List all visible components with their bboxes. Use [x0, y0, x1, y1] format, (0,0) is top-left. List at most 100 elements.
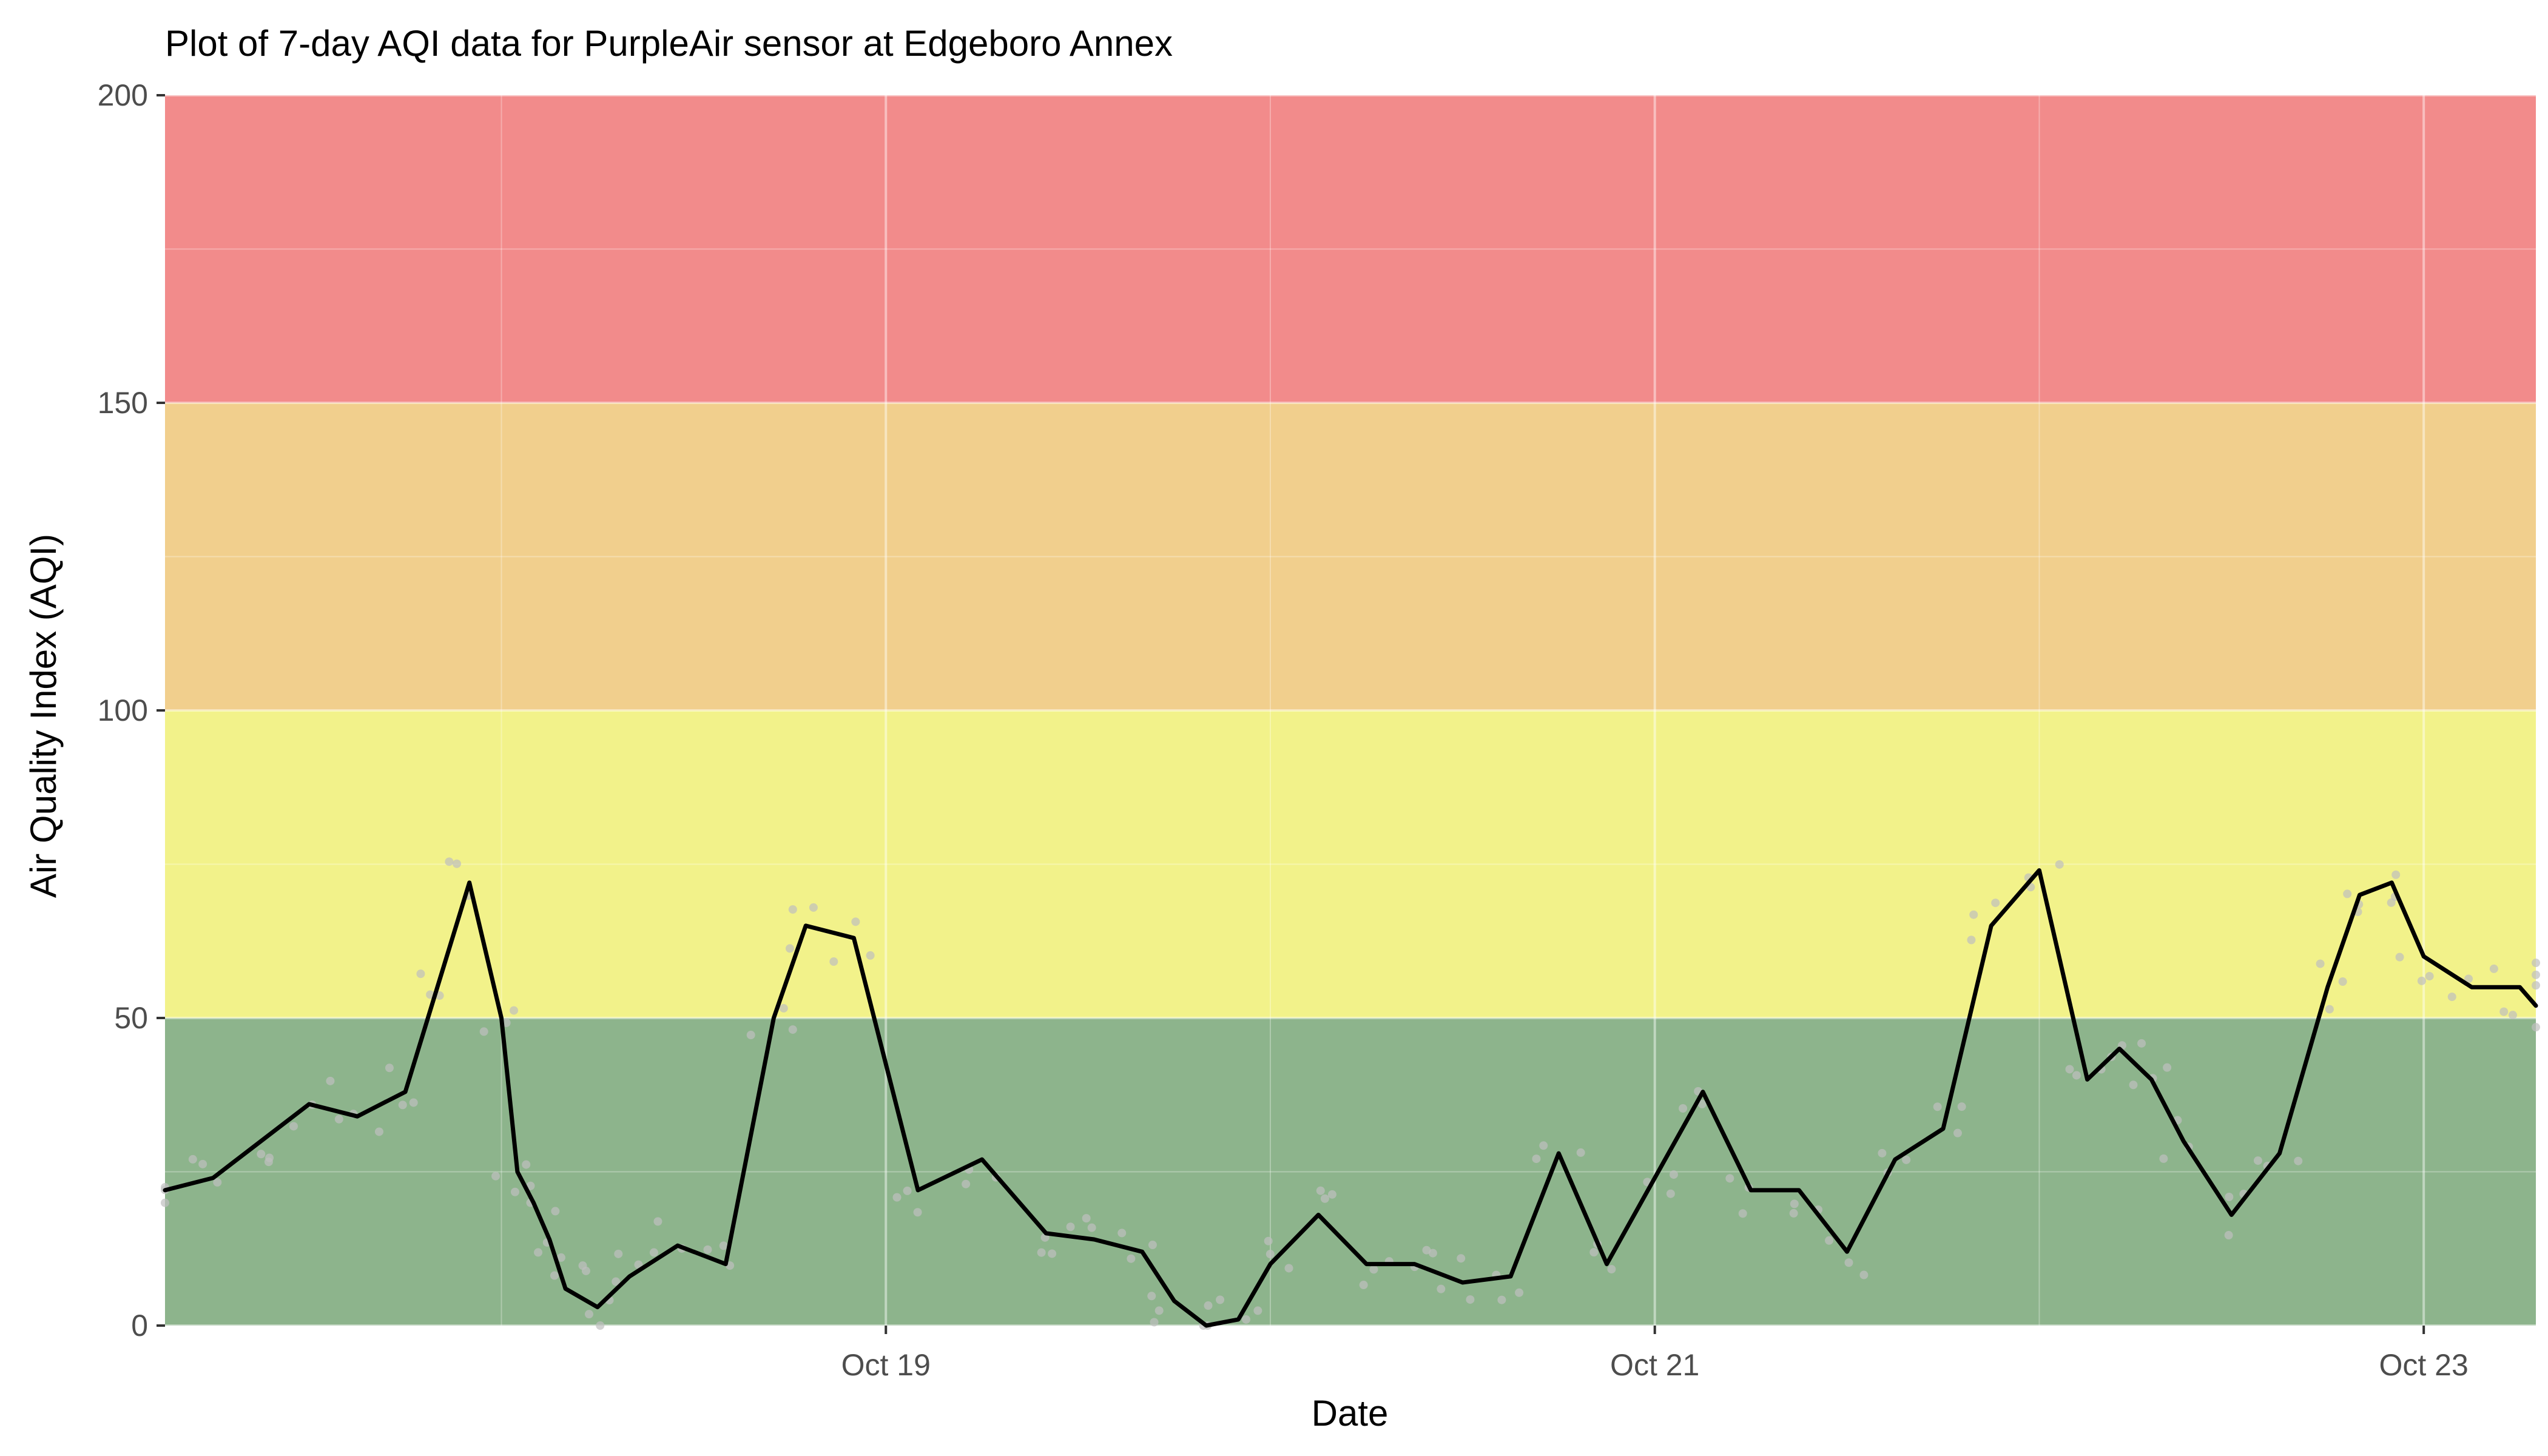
x-tick-label: Oct 23: [2379, 1348, 2469, 1382]
raw-point: [265, 1153, 274, 1162]
raw-point: [581, 1266, 590, 1275]
raw-point: [2489, 964, 2498, 973]
raw-point: [1844, 1258, 1853, 1267]
raw-point: [779, 1003, 788, 1013]
raw-point: [257, 1150, 266, 1159]
raw-point: [188, 1154, 197, 1164]
raw-point: [2224, 1231, 2233, 1240]
raw-point: [829, 957, 838, 966]
raw-point: [2163, 1063, 2172, 1072]
raw-point: [452, 859, 461, 868]
raw-point: [1082, 1214, 1091, 1223]
raw-point: [398, 1100, 407, 1110]
raw-point: [1991, 898, 2000, 908]
y-axis-label: Air Quality Index (AQI): [23, 534, 64, 898]
raw-point: [2253, 1156, 2262, 1165]
raw-point: [1902, 1155, 1911, 1164]
raw-point: [2338, 977, 2347, 986]
raw-point: [1048, 1249, 1057, 1258]
raw-point: [1148, 1241, 1157, 1250]
raw-point: [1117, 1228, 1127, 1238]
raw-point: [213, 1178, 222, 1187]
raw-point: [416, 969, 425, 979]
raw-point: [2464, 974, 2473, 983]
raw-point: [1515, 1288, 1524, 1297]
raw-point: [2425, 972, 2434, 981]
axes: 0 50 100 150 200 Oct 19 Oct 21 Oct 23: [98, 78, 2469, 1382]
raw-point: [289, 1122, 298, 1131]
raw-point: [2391, 870, 2401, 879]
raw-point: [1457, 1254, 1466, 1263]
raw-point: [2055, 860, 2064, 869]
raw-point: [534, 1248, 543, 1257]
raw-point: [892, 1193, 902, 1202]
raw-point: [1437, 1284, 1446, 1293]
raw-point: [614, 1249, 623, 1258]
raw-point: [785, 944, 794, 953]
raw-point: [1466, 1295, 1475, 1304]
raw-point: [1825, 1236, 1834, 1245]
series-layer: [163, 868, 2538, 1328]
raw-point: [1253, 1306, 1262, 1315]
raw-point: [1738, 1209, 1747, 1218]
raw-point: [2395, 952, 2404, 962]
raw-point: [2316, 959, 2325, 968]
raw-point: [550, 1271, 559, 1280]
aqi-line: [163, 868, 2538, 1328]
raw-point: [1327, 1190, 1336, 1199]
raw-point: [2065, 1065, 2074, 1074]
raw-point: [746, 1031, 755, 1040]
grid-lines: [165, 94, 2536, 1327]
raw-point: [385, 1063, 394, 1073]
raw-point: [1087, 1223, 1096, 1232]
raw-point: [1969, 910, 1978, 919]
raw-point: [479, 1027, 488, 1036]
raw-point: [1497, 1295, 1506, 1304]
raw-point: [1679, 1104, 1688, 1113]
raw-point: [2447, 993, 2456, 1002]
raw-point: [2508, 1011, 2517, 1020]
raw-point: [2325, 1005, 2334, 1014]
raw-point: [1957, 1102, 1966, 1111]
raw-point: [903, 1186, 912, 1195]
raw-point: [1266, 1250, 1275, 1259]
raw-point: [851, 917, 860, 926]
raw-point: [2137, 1039, 2146, 1048]
y-tick-label: 0: [131, 1309, 148, 1343]
raw-point: [703, 1245, 712, 1254]
raw-point: [913, 1208, 922, 1217]
raw-point: [649, 1248, 658, 1257]
raw-point: [1539, 1141, 1548, 1150]
raw-point: [1666, 1189, 1675, 1198]
raw-point: [612, 1277, 621, 1286]
raw-point: [198, 1159, 207, 1168]
raw-point: [719, 1241, 728, 1250]
raw-point: [596, 1321, 605, 1330]
y-tick-label: 200: [98, 78, 148, 112]
raw-point: [491, 1171, 500, 1181]
raw-point: [522, 1160, 531, 1169]
raw-point: [1264, 1236, 1273, 1245]
raw-point: [584, 1310, 593, 1319]
raw-point: [1607, 1265, 1616, 1274]
raw-point: [1789, 1208, 1798, 1218]
raw-point: [2532, 970, 2540, 979]
raw-point: [1204, 1301, 1213, 1310]
raw-point: [409, 1098, 418, 1107]
raw-point: [788, 1025, 797, 1034]
raw-point: [374, 1127, 383, 1136]
raw-point: [1154, 1306, 1164, 1315]
raw-point: [1127, 1254, 1136, 1263]
raw-point: [2225, 1192, 2234, 1201]
raw-point: [1147, 1292, 1156, 1301]
raw-point: [526, 1181, 535, 1190]
raw-point: [1953, 1128, 1962, 1138]
x-tick-label: Oct 21: [1610, 1348, 1699, 1382]
raw-point: [1320, 1194, 1329, 1203]
aqi-band-150-200: [165, 95, 2536, 403]
raw-point: [510, 1006, 519, 1015]
raw-point: [1725, 1174, 1734, 1183]
raw-point: [551, 1207, 560, 1216]
x-axis-label: Date: [1312, 1393, 1389, 1434]
